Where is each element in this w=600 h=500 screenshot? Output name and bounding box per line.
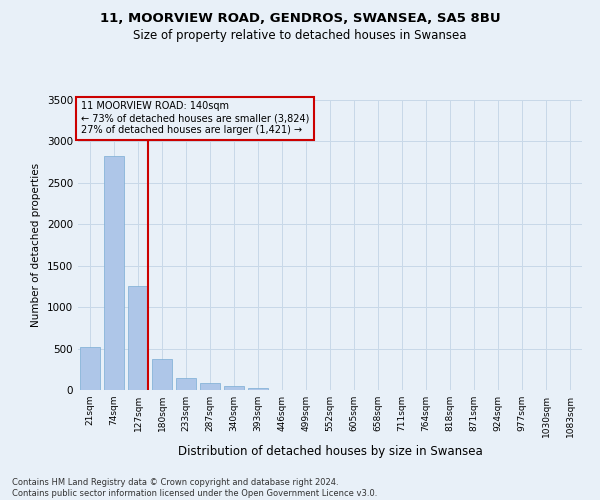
Bar xyxy=(128,286,148,390)
Bar xyxy=(152,358,172,390)
Text: Contains HM Land Registry data © Crown copyright and database right 2024.
Contai: Contains HM Land Registry data © Crown c… xyxy=(12,478,377,498)
Bar xyxy=(104,156,124,390)
Y-axis label: Number of detached properties: Number of detached properties xyxy=(31,163,41,327)
Text: 11, MOORVIEW ROAD, GENDROS, SWANSEA, SA5 8BU: 11, MOORVIEW ROAD, GENDROS, SWANSEA, SA5… xyxy=(100,12,500,26)
Bar xyxy=(80,347,100,390)
Bar xyxy=(200,382,220,390)
Bar xyxy=(224,386,244,390)
Text: 11 MOORVIEW ROAD: 140sqm
← 73% of detached houses are smaller (3,824)
27% of det: 11 MOORVIEW ROAD: 140sqm ← 73% of detach… xyxy=(80,102,309,134)
Bar xyxy=(248,388,268,390)
Text: Size of property relative to detached houses in Swansea: Size of property relative to detached ho… xyxy=(133,29,467,42)
Bar xyxy=(176,378,196,390)
X-axis label: Distribution of detached houses by size in Swansea: Distribution of detached houses by size … xyxy=(178,446,482,458)
